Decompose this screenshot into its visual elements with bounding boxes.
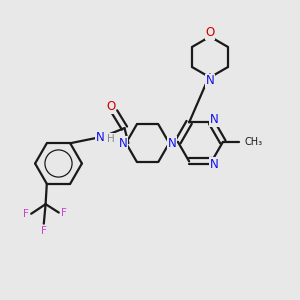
Text: N: N [210, 158, 218, 171]
Text: F: F [61, 208, 67, 218]
Text: O: O [106, 100, 116, 113]
Text: N: N [210, 113, 218, 126]
Text: F: F [23, 209, 29, 219]
Text: O: O [206, 26, 214, 40]
Text: N: N [96, 130, 105, 144]
Text: CH₃: CH₃ [245, 137, 263, 147]
Text: N: N [168, 136, 177, 150]
Text: N: N [206, 74, 214, 88]
Text: H: H [107, 134, 115, 144]
Text: N: N [118, 136, 127, 150]
Text: F: F [41, 226, 47, 236]
